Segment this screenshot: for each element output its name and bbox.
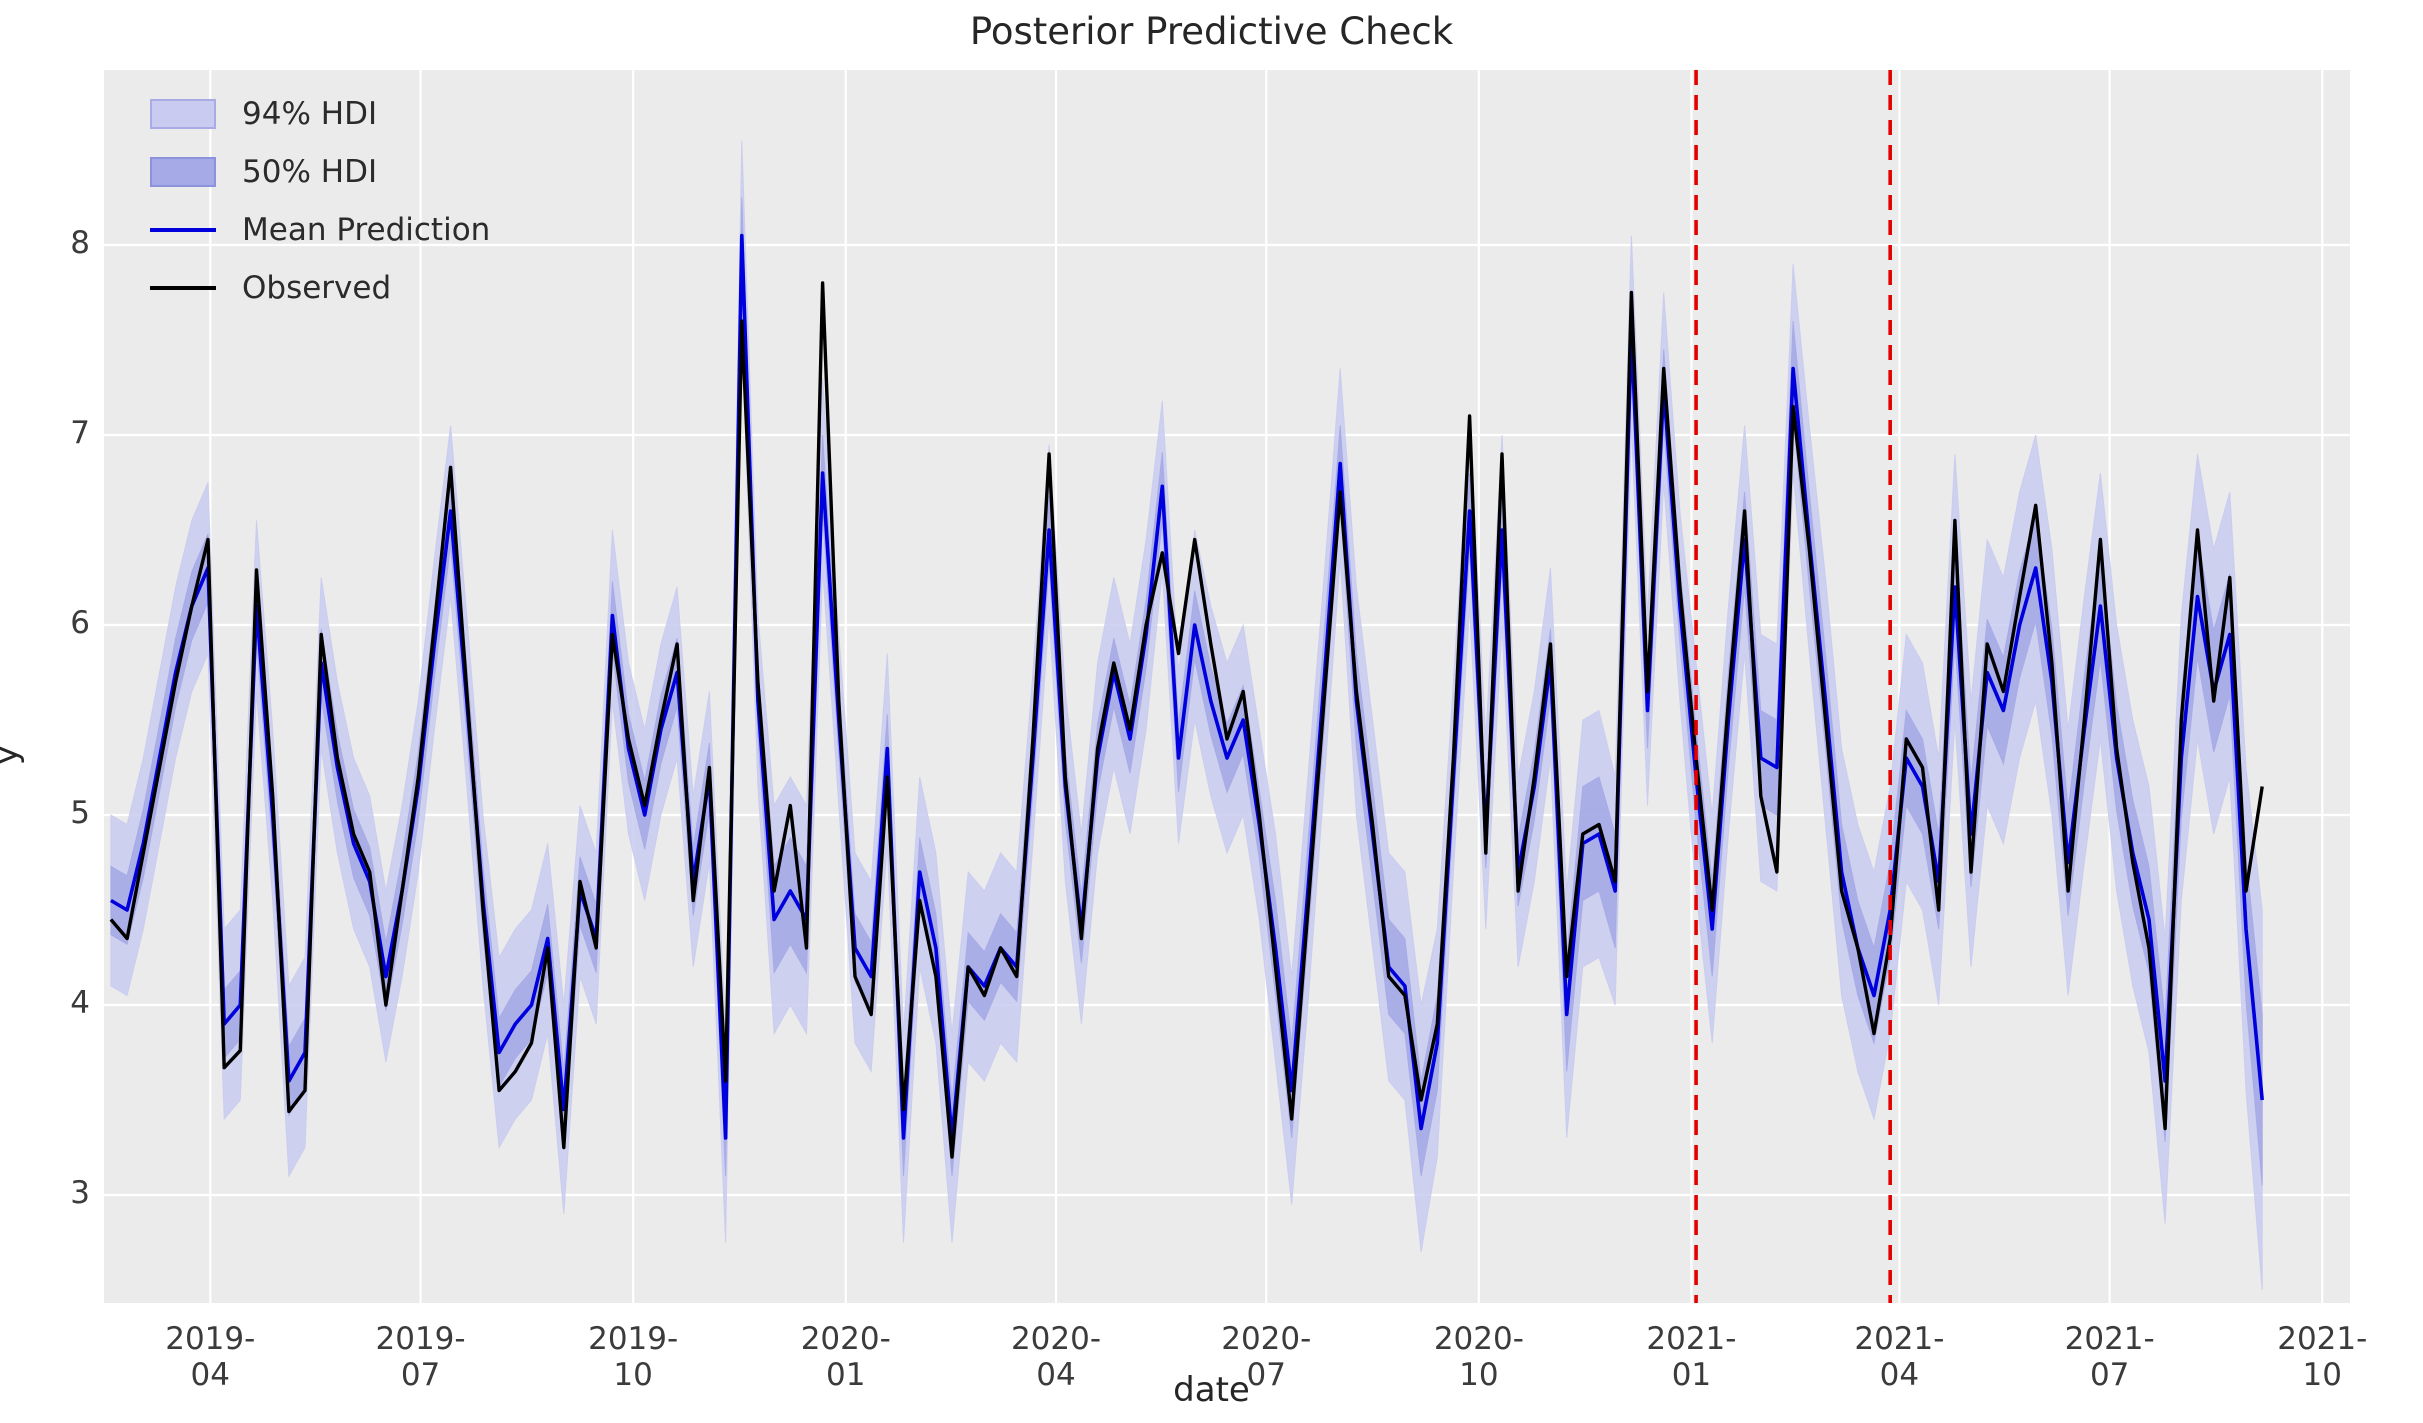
legend-item-observed: Observed bbox=[150, 266, 490, 310]
x-tick-label: 2020-04 bbox=[1010, 1321, 1102, 1393]
hdi94-swatch-icon bbox=[150, 99, 216, 129]
x-tick-label: 2019-04 bbox=[165, 1321, 256, 1393]
y-tick-label: 7 bbox=[70, 415, 90, 451]
x-tick-label: 2020-07 bbox=[1221, 1321, 1312, 1393]
x-tick-label: 2021-01 bbox=[1646, 1321, 1737, 1393]
x-tick-label: 2021-10 bbox=[2277, 1321, 2368, 1393]
observed-line bbox=[109, 281, 2264, 1159]
legend-item-50-hdi: 50% HDI bbox=[150, 150, 490, 194]
chart-title: Posterior Predictive Check bbox=[969, 10, 1454, 53]
legend-label-mean-prediction: Mean Prediction bbox=[242, 212, 491, 248]
x-tick-label: 2021-07 bbox=[2064, 1321, 2155, 1393]
x-tick-label: 2020-10 bbox=[1433, 1321, 1524, 1393]
legend-label-observed: Observed bbox=[242, 270, 392, 306]
legend-item-94-hdi: 94% HDI bbox=[150, 92, 490, 136]
y-axis-label: y bbox=[0, 745, 26, 765]
observed-line-icon bbox=[150, 286, 216, 290]
x-tick-label: 2019-07 bbox=[375, 1321, 466, 1393]
legend-label-94-hdi: 94% HDI bbox=[242, 96, 378, 132]
legend-item-mean-prediction: Mean Prediction bbox=[150, 208, 490, 252]
x-tick-label: 2019-10 bbox=[588, 1321, 679, 1393]
x-axis-label: date bbox=[1173, 1370, 1250, 1410]
y-tick-label: 5 bbox=[70, 795, 90, 831]
x-tick-label: 2020-01 bbox=[800, 1321, 891, 1393]
y-tick-label: 4 bbox=[70, 985, 90, 1021]
y-tick-label: 8 bbox=[70, 225, 90, 261]
legend-label-50-hdi: 50% HDI bbox=[242, 154, 378, 190]
y-tick-label: 6 bbox=[70, 605, 90, 641]
y-tick-label: 3 bbox=[70, 1175, 90, 1211]
legend: 94% HDI 50% HDI Mean Prediction Observed bbox=[150, 92, 490, 310]
x-tick-label: 2021-04 bbox=[1854, 1321, 1945, 1393]
mean-line-icon bbox=[150, 228, 216, 232]
hdi50-swatch-icon bbox=[150, 157, 216, 187]
